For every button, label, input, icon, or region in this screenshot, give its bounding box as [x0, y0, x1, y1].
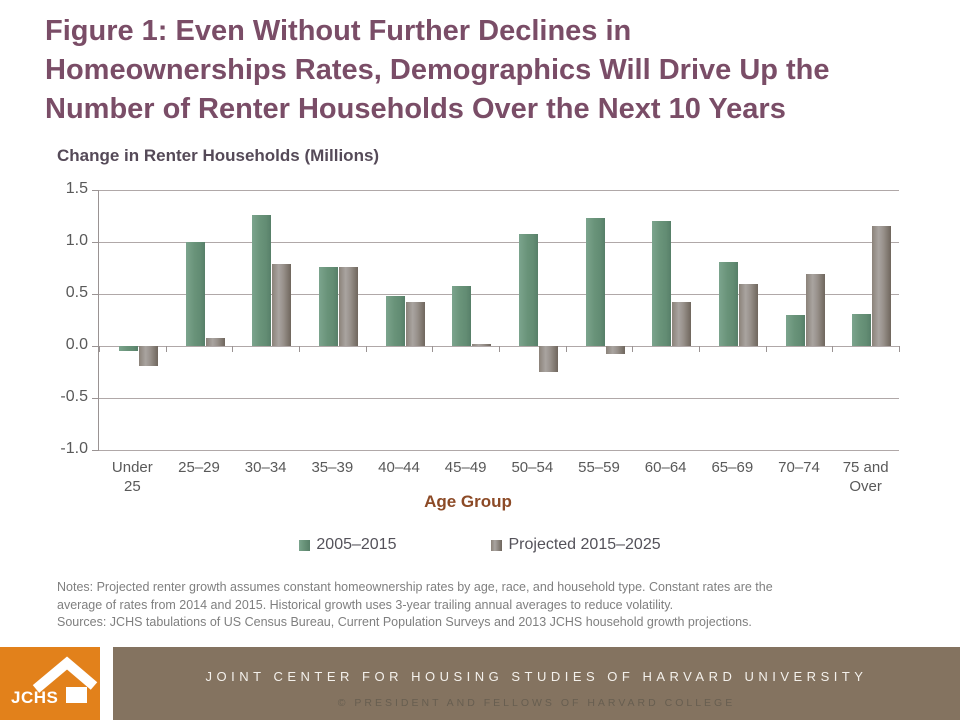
- y-tick-mark: [92, 293, 99, 295]
- footer-org-name: JOINT CENTER FOR HOUSING STUDIES OF HARV…: [205, 669, 868, 684]
- x-tick-label: 35–39: [311, 459, 354, 476]
- x-tick-mark: [432, 346, 434, 352]
- bar: [139, 346, 158, 366]
- x-tick-label: 60–64: [644, 459, 687, 476]
- x-tick-label: 30–34: [244, 459, 287, 476]
- bar: [805, 274, 825, 346]
- gridline: [99, 397, 899, 399]
- house-icon: JCHS: [11, 656, 98, 707]
- x-tick-mark: [499, 346, 500, 352]
- chart: Under 25 25–29 30–34 35–39 40–44 45–49 50–54 55…: [40, 180, 920, 510]
- plot-area: Under 25 25–29 30–34 35–39 40–44 45–49 50–54 55…: [92, 189, 900, 495]
- slide-title-line2: Homeownerships Rates, Demographics Will …: [45, 54, 830, 86]
- legend-label: 2005–2015: [316, 536, 397, 553]
- notes-block: Notes: Projected renter growth assumes c…: [57, 579, 937, 632]
- y-tick-label: 1.0: [65, 232, 88, 249]
- bar: [519, 233, 538, 346]
- x-tick-mark: [699, 346, 700, 352]
- bar: [119, 346, 138, 352]
- bar: [472, 343, 492, 346]
- bar: [672, 302, 692, 346]
- bar: [852, 313, 872, 346]
- bar: [452, 285, 472, 346]
- x-tick-label: 50–54: [511, 459, 554, 476]
- jchs-logo: JCHS: [0, 647, 100, 720]
- gridline: [99, 449, 899, 451]
- x-tick-label: 70–74: [778, 459, 820, 476]
- x-tick-label: 65–69: [711, 459, 754, 476]
- bar: [719, 261, 738, 346]
- x-tick-label: 25–29: [178, 459, 220, 476]
- bar: [539, 346, 558, 372]
- gridline: [99, 241, 899, 243]
- bar: [385, 296, 405, 346]
- notes-line2: average of rates from 2014 and 2015. His…: [57, 597, 674, 612]
- y-tick-label: -1.0: [60, 440, 88, 457]
- footer-copyright: © PRESIDENT AND FELLOWS OF HARVARD COLLE…: [337, 697, 736, 709]
- gridline: [99, 293, 899, 295]
- notes-line1: Notes: Projected renter growth assumes c…: [57, 580, 773, 594]
- legend-item-2005-2015: 2005–2015: [299, 536, 396, 554]
- bar: [205, 337, 225, 346]
- bar: [405, 302, 425, 346]
- y-tick-label: -0.5: [60, 388, 88, 405]
- x-tick-label: 45–49: [444, 459, 487, 476]
- bar: [272, 263, 292, 346]
- x-axis-title: Age Group: [424, 492, 512, 511]
- x-tick-label: 40–44: [378, 459, 420, 476]
- bar: [585, 218, 605, 346]
- legend-swatch-green: [299, 539, 311, 551]
- y-tick-mark: [92, 241, 99, 243]
- x-tick-mark: [299, 346, 300, 352]
- x-tick-mark: [899, 346, 900, 352]
- x-tick-mark: [99, 346, 100, 352]
- x-tick-mark: [165, 346, 167, 352]
- y-tick-mark: [92, 397, 99, 399]
- bar: [319, 266, 338, 346]
- footer-bar: [113, 647, 960, 720]
- bar: [652, 221, 672, 346]
- x-tick-mark: [765, 346, 767, 352]
- chart-axis-title: Change in Renter Households (Millions): [57, 146, 380, 165]
- x-tick-label: 75 and Over: [842, 459, 889, 495]
- bar: [785, 314, 805, 346]
- bar: [252, 214, 272, 346]
- slide-title: Figure 1: Even Without Further Declines …: [45, 12, 925, 129]
- bar: [739, 283, 758, 346]
- y-tick-mark: [92, 345, 99, 347]
- bar: [872, 226, 892, 346]
- footer: JCHS JOINT CENTER FOR HOUSING STUDIES OF…: [0, 647, 960, 720]
- logo-text: JCHS: [11, 688, 58, 707]
- gridline: [99, 189, 899, 191]
- legend-swatch-gray: [491, 539, 503, 551]
- x-tick-mark: [365, 346, 367, 352]
- slide-title-line3: Number of Renter Households Over the Nex…: [45, 93, 786, 125]
- x-tick-label: 55–59: [578, 459, 620, 476]
- legend-label: Projected 2015–2025: [508, 536, 661, 553]
- slide-title-line1: Figure 1: Even Without Further Declines …: [45, 15, 632, 47]
- y-tick-mark: [92, 189, 99, 191]
- legend-item-projected: Projected 2015–2025: [491, 536, 661, 554]
- bar: [605, 346, 625, 355]
- x-tick-mark: [632, 346, 634, 352]
- y-tick-mark: [92, 449, 99, 451]
- x-tick-mark: [232, 346, 234, 352]
- y-tick-label: 0.0: [65, 336, 88, 353]
- bar: [339, 266, 358, 346]
- chart-legend: 2005–2015 Projected 2015–2025: [0, 536, 960, 554]
- x-tick-mark: [565, 346, 567, 352]
- y-tick-label: 1.5: [65, 180, 88, 197]
- y-tick-label: 0.5: [65, 284, 88, 301]
- x-tick-label: Under 25: [111, 459, 153, 495]
- bar: [185, 242, 205, 346]
- notes-line3: Sources: JCHS tabulations of US Census B…: [57, 615, 752, 629]
- x-tick-mark: [832, 346, 834, 352]
